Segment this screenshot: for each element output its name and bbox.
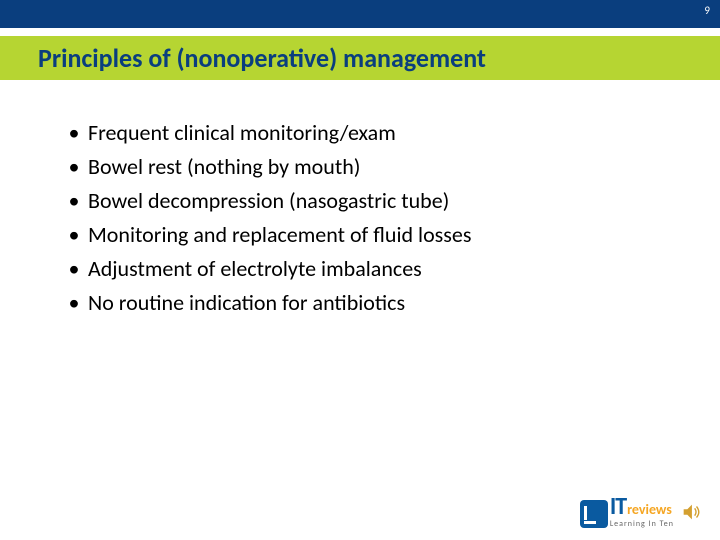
slide-title: Principles of (nonoperative) management <box>0 42 486 74</box>
bullet-marker: • <box>60 254 88 284</box>
logo-main-text: IT reviews <box>610 495 674 519</box>
logo-l-icon <box>580 500 608 528</box>
header-bar: 9 <box>0 0 720 28</box>
footer: IT reviews Learning In Ten <box>580 495 702 528</box>
bullet-item: • Bowel rest (nothing by mouth) <box>60 152 660 182</box>
bullet-text: Bowel decompression (nasogastric tube) <box>88 186 449 216</box>
bullet-item: • Monitoring and replacement of fluid lo… <box>60 220 660 250</box>
sound-icon <box>680 501 702 523</box>
page-number: 9 <box>704 4 710 17</box>
content-area: • Frequent clinical monitoring/exam • Bo… <box>0 80 720 318</box>
bullet-marker: • <box>60 288 88 318</box>
bullet-text: Adjustment of electrolyte imbalances <box>88 254 422 284</box>
bullet-text: Monitoring and replacement of fluid loss… <box>88 220 471 250</box>
bullet-text: No routine indication for antibiotics <box>88 288 405 318</box>
lit-reviews-logo: IT reviews Learning In Ten <box>580 495 674 528</box>
bullet-marker: • <box>60 186 88 216</box>
logo-reviews-text: reviews <box>627 503 672 517</box>
bullet-item: • No routine indication for antibiotics <box>60 288 660 318</box>
bullet-item: • Frequent clinical monitoring/exam <box>60 118 660 148</box>
bullet-marker: • <box>60 118 88 148</box>
bullet-marker: • <box>60 152 88 182</box>
bullet-marker: • <box>60 220 88 250</box>
logo-it-text: IT <box>610 495 626 519</box>
bullet-text: Frequent clinical monitoring/exam <box>88 118 396 148</box>
title-bar: Principles of (nonoperative) management <box>0 36 720 80</box>
bullet-item: • Adjustment of electrolyte imbalances <box>60 254 660 284</box>
bullet-item: • Bowel decompression (nasogastric tube) <box>60 186 660 216</box>
bullet-text: Bowel rest (nothing by mouth) <box>88 152 360 182</box>
logo-tagline: Learning In Ten <box>610 520 674 528</box>
logo-text-block: IT reviews Learning In Ten <box>610 495 674 528</box>
